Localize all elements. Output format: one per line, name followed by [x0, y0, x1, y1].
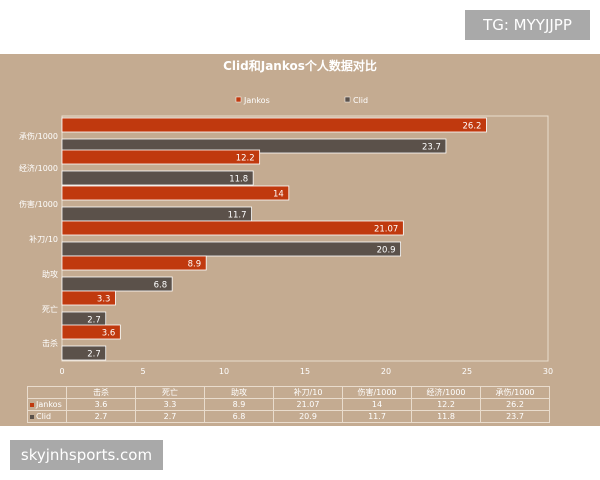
data-label: 8.9 [188, 260, 202, 270]
y-tick-label: 击杀 [42, 338, 58, 348]
table-row: Jankos 3.6 3.3 8.9 21.07 14 12.2 26.2 [27, 398, 550, 411]
x-tick-label: 5 [140, 367, 145, 376]
table-cell: 26.2 [480, 398, 550, 411]
table-header: 补刀/10 [273, 386, 343, 399]
chart-title: Clid和Jankos个人数据对比 [223, 58, 377, 73]
table-cell: 11.8 [411, 410, 481, 423]
table-row-name: Clid [36, 412, 52, 421]
data-label: 2.7 [87, 350, 101, 360]
table-corner [27, 386, 67, 399]
table-cell: 11.7 [342, 410, 412, 423]
data-label: 23.7 [422, 143, 441, 153]
table-cell: 20.9 [273, 410, 343, 423]
watermark-top: TG: MYYJJPP [465, 10, 590, 40]
jankos-bar [61, 220, 404, 236]
table-cell: 3.6 [66, 398, 136, 411]
clid-bar [61, 345, 107, 361]
table-header: 击杀 [66, 386, 136, 399]
data-label: 11.8 [229, 175, 248, 185]
legend-swatch [235, 96, 242, 103]
table-cell: 3.3 [135, 398, 205, 411]
table-header-row: 击杀 死亡 助攻 补刀/10 伤害/1000 经济/1000 承伤/1000 [27, 386, 550, 399]
x-tick-label: 10 [219, 367, 229, 376]
table-header: 承伤/1000 [480, 386, 550, 399]
data-label: 6.8 [154, 281, 168, 291]
jankos-bar [61, 324, 121, 340]
jankos-bar [61, 255, 207, 271]
table-cell: 2.7 [66, 410, 136, 423]
table-cell: 21.07 [273, 398, 343, 411]
bars-group: 26.2 23.7 12.2 11.8 14 11.7 21.07 20.9 8.9 6.8 3.3… [61, 117, 487, 361]
table-row-label: Clid [27, 410, 67, 423]
clid-bar [61, 170, 254, 186]
jankos-bar [61, 185, 290, 201]
x-tick-label: 25 [462, 367, 472, 376]
data-label: 2.7 [87, 316, 101, 326]
x-axis: 0 5 10 15 20 25 30 [59, 367, 553, 376]
legend-label: Clid [353, 96, 368, 105]
y-tick-label: 伤害/1000 [19, 199, 58, 209]
y-tick-label: 助攻 [42, 269, 58, 279]
table-cell: 12.2 [411, 398, 481, 411]
table-cell: 2.7 [135, 410, 205, 423]
data-label: 21.07 [374, 225, 398, 235]
table-row-label: Jankos [27, 398, 67, 411]
jankos-bar [61, 149, 261, 165]
y-tick-label: 补刀/10 [29, 234, 58, 244]
jankos-swatch [30, 402, 34, 407]
clid-bar [61, 276, 173, 292]
data-label: 3.3 [97, 295, 111, 305]
table-header: 死亡 [135, 386, 205, 399]
watermark-bottom: skyjnhsports.com [10, 440, 163, 470]
table-cell: 8.9 [204, 398, 274, 411]
data-label: 26.2 [463, 122, 482, 132]
jankos-bar [61, 290, 116, 306]
table-cell: 6.8 [204, 410, 274, 423]
data-label: 12.2 [236, 154, 255, 164]
clid-bar [61, 241, 401, 257]
clid-bar [61, 206, 252, 222]
y-tick-label: 经济/1000 [19, 163, 58, 173]
x-tick-label: 15 [300, 367, 310, 376]
clid-swatch [30, 414, 34, 419]
table-cell: 23.7 [480, 410, 550, 423]
x-tick-label: 20 [381, 367, 391, 376]
y-tick-label: 承伤/1000 [19, 131, 58, 141]
chart-legend: Jankos Clid [235, 96, 368, 105]
data-label: 14 [273, 190, 284, 200]
y-tick-label: 死亡 [42, 304, 58, 314]
table-header: 助攻 [204, 386, 274, 399]
legend-swatch [344, 96, 351, 103]
jankos-bar [61, 117, 487, 133]
table-cell: 14 [342, 398, 412, 411]
legend-label: Jankos [243, 96, 270, 105]
table-row-name: Jankos [36, 400, 62, 409]
data-label: 3.6 [102, 329, 116, 339]
data-table: 击杀 死亡 助攻 补刀/10 伤害/1000 经济/1000 承伤/1000 J… [27, 386, 550, 423]
plot-area-border [61, 115, 549, 362]
table-header: 经济/1000 [411, 386, 481, 399]
table-row: Clid 2.7 2.7 6.8 20.9 11.7 11.8 23.7 [27, 410, 550, 423]
x-tick-label: 30 [543, 367, 553, 376]
table-header: 伤害/1000 [342, 386, 412, 399]
data-label: 20.9 [377, 246, 396, 256]
data-label: 11.7 [228, 211, 247, 221]
x-tick-label: 0 [59, 367, 64, 376]
